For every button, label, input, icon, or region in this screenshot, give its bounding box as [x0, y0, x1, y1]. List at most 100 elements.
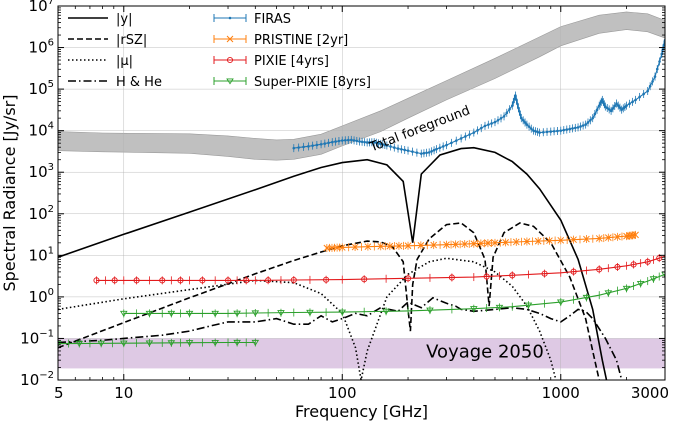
point-firas: [432, 148, 436, 152]
y-tick-label: 103: [29, 162, 54, 181]
y-tick-base: 10: [29, 80, 48, 98]
point-firas: [662, 43, 665, 47]
point-firas: [597, 104, 601, 107]
point-super-pixie-8yrs: [382, 308, 390, 315]
point-pixie-4yrs: [596, 266, 603, 273]
point-firas: [350, 138, 353, 142]
point-firas: [346, 138, 350, 142]
series-firas: [292, 36, 665, 158]
point-pixie-4yrs: [199, 277, 206, 284]
point-firas: [552, 129, 556, 133]
point-pixie-4yrs: [404, 275, 412, 282]
point-firas: [476, 129, 479, 132]
point-firas: [618, 106, 622, 109]
annotation-voyage-2050: Voyage 2050: [426, 341, 544, 362]
point-firas: [545, 130, 549, 134]
point-firas: [403, 148, 407, 152]
point-firas: [532, 129, 535, 132]
point-pixie-4yrs: [177, 277, 184, 284]
legend: |y| |rSZ| |μ| H & He FIRAS PRISTINE [2yr] PIXI…: [68, 12, 371, 90]
y-tick-exponent: 1: [48, 245, 54, 256]
point-firas: [520, 116, 523, 120]
point-firas: [584, 123, 587, 126]
point-firas: [358, 140, 361, 143]
point-super-pixie-8yrs: [636, 280, 645, 288]
point-firas: [464, 135, 467, 138]
legend-marker-pixie-4yrs: [226, 56, 234, 64]
point-firas: [435, 147, 438, 151]
point-super-pixie-low-band: [145, 340, 154, 347]
point-firas: [375, 141, 378, 145]
point-firas: [513, 97, 516, 101]
point-pristine-2yr: [595, 235, 603, 242]
legend-marker-firas: [228, 16, 232, 20]
point-firas: [355, 139, 359, 143]
point-firas: [496, 118, 500, 122]
point-firas: [406, 149, 410, 152]
point-pristine-2yr: [477, 240, 485, 247]
point-pristine-2yr: [364, 243, 372, 251]
point-pristine-2yr: [491, 239, 499, 247]
point-firas: [595, 108, 599, 112]
y-tick-exponent: 0: [48, 287, 54, 298]
point-firas: [521, 119, 525, 122]
point-pristine-2yr: [351, 243, 359, 251]
plot-frame: [57, 5, 666, 381]
point-firas: [330, 140, 334, 144]
point-firas: [651, 80, 654, 83]
point-firas: [499, 117, 503, 120]
point-firas: [556, 129, 559, 133]
point-firas: [527, 125, 531, 128]
point-firas: [441, 145, 445, 148]
point-pristine-2yr: [484, 239, 492, 247]
point-pixie-4yrs: [448, 274, 455, 281]
point-firas: [579, 125, 582, 128]
point-firas: [517, 106, 520, 110]
point-pristine-2yr: [470, 240, 478, 248]
point-pixie-4yrs: [644, 258, 651, 265]
point-pristine-2yr: [534, 237, 542, 245]
y-tick-exponent: 6: [48, 38, 54, 49]
y-tick-label: 104: [29, 121, 54, 140]
y-tick-exponent: 4: [48, 121, 54, 132]
point-super-pixie-low-band: [97, 340, 106, 347]
point-firas: [337, 139, 341, 143]
point-firas: [518, 110, 521, 113]
point-firas: [525, 123, 529, 126]
point-firas: [655, 67, 659, 71]
legend-label-y: |y|: [116, 12, 132, 27]
y-tick-label: 10−2: [20, 370, 54, 389]
point-pixie-4yrs: [133, 277, 140, 284]
point-firas: [653, 75, 657, 78]
series-super-pixie-low-band: [58, 338, 260, 348]
point-super-pixie-8yrs: [524, 302, 533, 309]
point-super-pixie-8yrs: [604, 290, 613, 297]
point-firas: [634, 98, 637, 102]
point-firas: [340, 139, 344, 142]
point-firas: [415, 151, 419, 154]
x-axis-title: Frequency [GHz]: [295, 402, 428, 421]
point-pixie-4yrs: [93, 277, 100, 284]
point-pristine-2yr: [443, 241, 450, 249]
point-firas: [389, 145, 392, 148]
y-tick-exponent: 3: [48, 162, 54, 173]
line-y: [58, 146, 608, 380]
point-firas: [502, 115, 506, 118]
point-pristine-2yr: [323, 244, 331, 252]
legend-label-rsz: |rSZ|: [116, 33, 147, 48]
point-firas: [515, 98, 518, 102]
point-firas: [615, 102, 618, 105]
point-super-pixie-8yrs: [495, 304, 504, 311]
point-firas: [396, 147, 400, 150]
y-tick-label: 10−1: [20, 328, 54, 347]
x-tick-label: 1000: [542, 384, 580, 402]
point-firas: [379, 142, 383, 146]
point-firas: [593, 112, 597, 116]
point-firas: [468, 133, 471, 136]
point-firas: [343, 138, 347, 142]
point-pristine-2yr: [461, 240, 469, 248]
point-pixie-4yrs: [243, 277, 250, 284]
y-tick-label: 102: [29, 204, 54, 223]
